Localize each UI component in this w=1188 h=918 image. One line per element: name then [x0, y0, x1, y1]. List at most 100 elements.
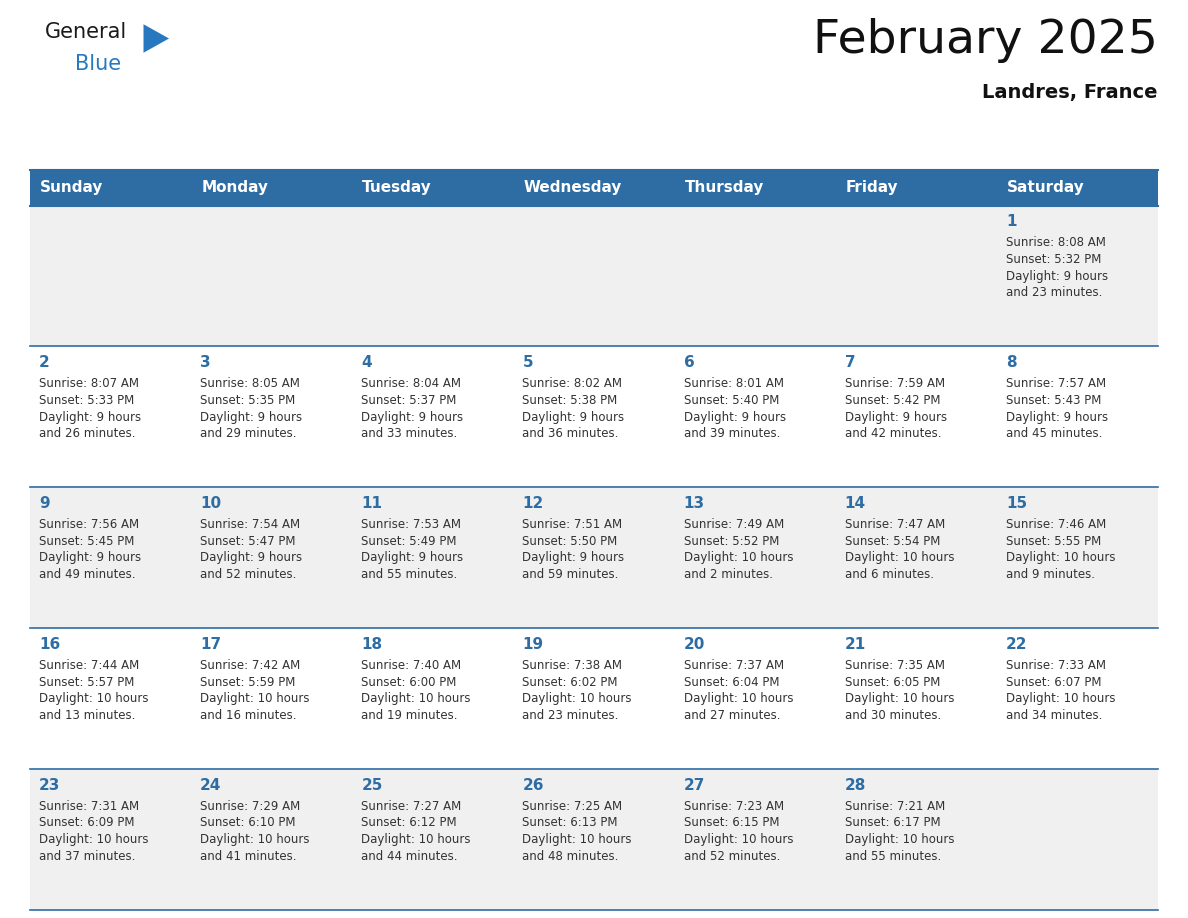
Text: Daylight: 10 hours: Daylight: 10 hours — [523, 692, 632, 705]
Text: and 52 minutes.: and 52 minutes. — [683, 850, 781, 863]
Bar — [30, 769, 191, 910]
Bar — [675, 769, 835, 910]
Text: 27: 27 — [683, 778, 704, 793]
Text: 20: 20 — [683, 637, 704, 652]
Text: Sunrise: 7:31 AM: Sunrise: 7:31 AM — [39, 800, 139, 812]
Text: Daylight: 10 hours: Daylight: 10 hours — [683, 692, 794, 705]
Text: Sunrise: 7:51 AM: Sunrise: 7:51 AM — [523, 518, 623, 531]
Bar — [353, 170, 513, 206]
Bar — [675, 487, 835, 628]
Text: and 55 minutes.: and 55 minutes. — [845, 850, 941, 863]
Bar — [835, 170, 997, 206]
Bar — [191, 346, 353, 487]
Text: Saturday: Saturday — [1007, 180, 1085, 196]
Text: Sunday: Sunday — [40, 180, 103, 196]
Text: 8: 8 — [1006, 355, 1017, 370]
Text: 16: 16 — [39, 637, 61, 652]
Text: Daylight: 10 hours: Daylight: 10 hours — [361, 834, 470, 846]
Text: Sunset: 5:37 PM: Sunset: 5:37 PM — [361, 394, 456, 407]
Text: Daylight: 10 hours: Daylight: 10 hours — [39, 834, 148, 846]
Text: Daylight: 10 hours: Daylight: 10 hours — [845, 552, 954, 565]
Bar — [513, 170, 675, 206]
Text: Sunrise: 7:54 AM: Sunrise: 7:54 AM — [200, 518, 301, 531]
Text: 26: 26 — [523, 778, 544, 793]
Text: Daylight: 10 hours: Daylight: 10 hours — [523, 834, 632, 846]
Text: Blue: Blue — [75, 53, 121, 73]
Text: Sunset: 6:17 PM: Sunset: 6:17 PM — [845, 816, 941, 829]
Text: Sunset: 6:07 PM: Sunset: 6:07 PM — [1006, 676, 1101, 688]
Text: Daylight: 9 hours: Daylight: 9 hours — [1006, 410, 1108, 423]
Text: Sunset: 5:35 PM: Sunset: 5:35 PM — [200, 394, 296, 407]
Text: Sunrise: 7:59 AM: Sunrise: 7:59 AM — [845, 377, 944, 390]
Text: and 42 minutes.: and 42 minutes. — [845, 427, 941, 441]
Text: Sunrise: 8:05 AM: Sunrise: 8:05 AM — [200, 377, 301, 390]
Bar — [30, 170, 191, 206]
Text: Sunrise: 7:35 AM: Sunrise: 7:35 AM — [845, 659, 944, 672]
Text: Sunset: 5:43 PM: Sunset: 5:43 PM — [1006, 394, 1101, 407]
Text: Daylight: 9 hours: Daylight: 9 hours — [523, 552, 625, 565]
Bar — [997, 487, 1158, 628]
Bar — [675, 206, 835, 346]
Bar — [835, 346, 997, 487]
Text: 17: 17 — [200, 637, 221, 652]
Text: Sunset: 5:38 PM: Sunset: 5:38 PM — [523, 394, 618, 407]
Text: and 6 minutes.: and 6 minutes. — [845, 568, 934, 581]
Bar — [353, 769, 513, 910]
Text: Sunset: 6:00 PM: Sunset: 6:00 PM — [361, 676, 456, 688]
Text: 9: 9 — [39, 497, 50, 511]
Text: Sunrise: 7:42 AM: Sunrise: 7:42 AM — [200, 659, 301, 672]
Text: and 52 minutes.: and 52 minutes. — [200, 568, 297, 581]
Text: and 9 minutes.: and 9 minutes. — [1006, 568, 1095, 581]
Text: and 2 minutes.: and 2 minutes. — [683, 568, 772, 581]
Bar — [191, 628, 353, 769]
Text: Sunset: 5:54 PM: Sunset: 5:54 PM — [845, 534, 940, 548]
Text: and 26 minutes.: and 26 minutes. — [39, 427, 135, 441]
Text: and 16 minutes.: and 16 minutes. — [200, 709, 297, 722]
Text: Daylight: 10 hours: Daylight: 10 hours — [683, 834, 794, 846]
Text: and 33 minutes.: and 33 minutes. — [361, 427, 457, 441]
Text: and 27 minutes.: and 27 minutes. — [683, 709, 781, 722]
Text: Thursday: Thursday — [684, 180, 764, 196]
Text: Daylight: 9 hours: Daylight: 9 hours — [1006, 270, 1108, 283]
Text: Sunrise: 7:37 AM: Sunrise: 7:37 AM — [683, 659, 784, 672]
Text: and 23 minutes.: and 23 minutes. — [523, 709, 619, 722]
Text: Daylight: 9 hours: Daylight: 9 hours — [845, 410, 947, 423]
Bar — [997, 769, 1158, 910]
Text: Daylight: 9 hours: Daylight: 9 hours — [200, 552, 302, 565]
Bar — [513, 206, 675, 346]
Text: Sunset: 6:12 PM: Sunset: 6:12 PM — [361, 816, 457, 829]
Text: Daylight: 10 hours: Daylight: 10 hours — [361, 692, 470, 705]
Text: and 13 minutes.: and 13 minutes. — [39, 709, 135, 722]
Text: 1: 1 — [1006, 215, 1017, 230]
Bar — [191, 769, 353, 910]
Text: Sunset: 5:50 PM: Sunset: 5:50 PM — [523, 534, 618, 548]
Text: Sunset: 6:13 PM: Sunset: 6:13 PM — [523, 816, 618, 829]
Text: 23: 23 — [39, 778, 61, 793]
Text: and 49 minutes.: and 49 minutes. — [39, 568, 135, 581]
Text: Daylight: 10 hours: Daylight: 10 hours — [845, 692, 954, 705]
Text: and 45 minutes.: and 45 minutes. — [1006, 427, 1102, 441]
Text: and 41 minutes.: and 41 minutes. — [200, 850, 297, 863]
Bar — [675, 170, 835, 206]
Bar — [30, 206, 191, 346]
Bar — [513, 628, 675, 769]
Text: 3: 3 — [200, 355, 210, 370]
Bar — [513, 346, 675, 487]
Bar — [997, 346, 1158, 487]
Bar — [353, 487, 513, 628]
Text: Sunset: 5:49 PM: Sunset: 5:49 PM — [361, 534, 456, 548]
Bar — [835, 769, 997, 910]
Text: Sunrise: 7:25 AM: Sunrise: 7:25 AM — [523, 800, 623, 812]
Text: and 36 minutes.: and 36 minutes. — [523, 427, 619, 441]
Text: Daylight: 10 hours: Daylight: 10 hours — [200, 692, 310, 705]
Text: Tuesday: Tuesday — [362, 180, 432, 196]
Text: Daylight: 9 hours: Daylight: 9 hours — [523, 410, 625, 423]
Text: 6: 6 — [683, 355, 694, 370]
Text: Sunset: 6:02 PM: Sunset: 6:02 PM — [523, 676, 618, 688]
Text: Sunrise: 7:44 AM: Sunrise: 7:44 AM — [39, 659, 139, 672]
Text: Daylight: 9 hours: Daylight: 9 hours — [39, 552, 141, 565]
Text: Sunset: 5:57 PM: Sunset: 5:57 PM — [39, 676, 134, 688]
Text: Sunrise: 7:38 AM: Sunrise: 7:38 AM — [523, 659, 623, 672]
Text: Sunset: 5:33 PM: Sunset: 5:33 PM — [39, 394, 134, 407]
Text: Sunrise: 8:02 AM: Sunrise: 8:02 AM — [523, 377, 623, 390]
